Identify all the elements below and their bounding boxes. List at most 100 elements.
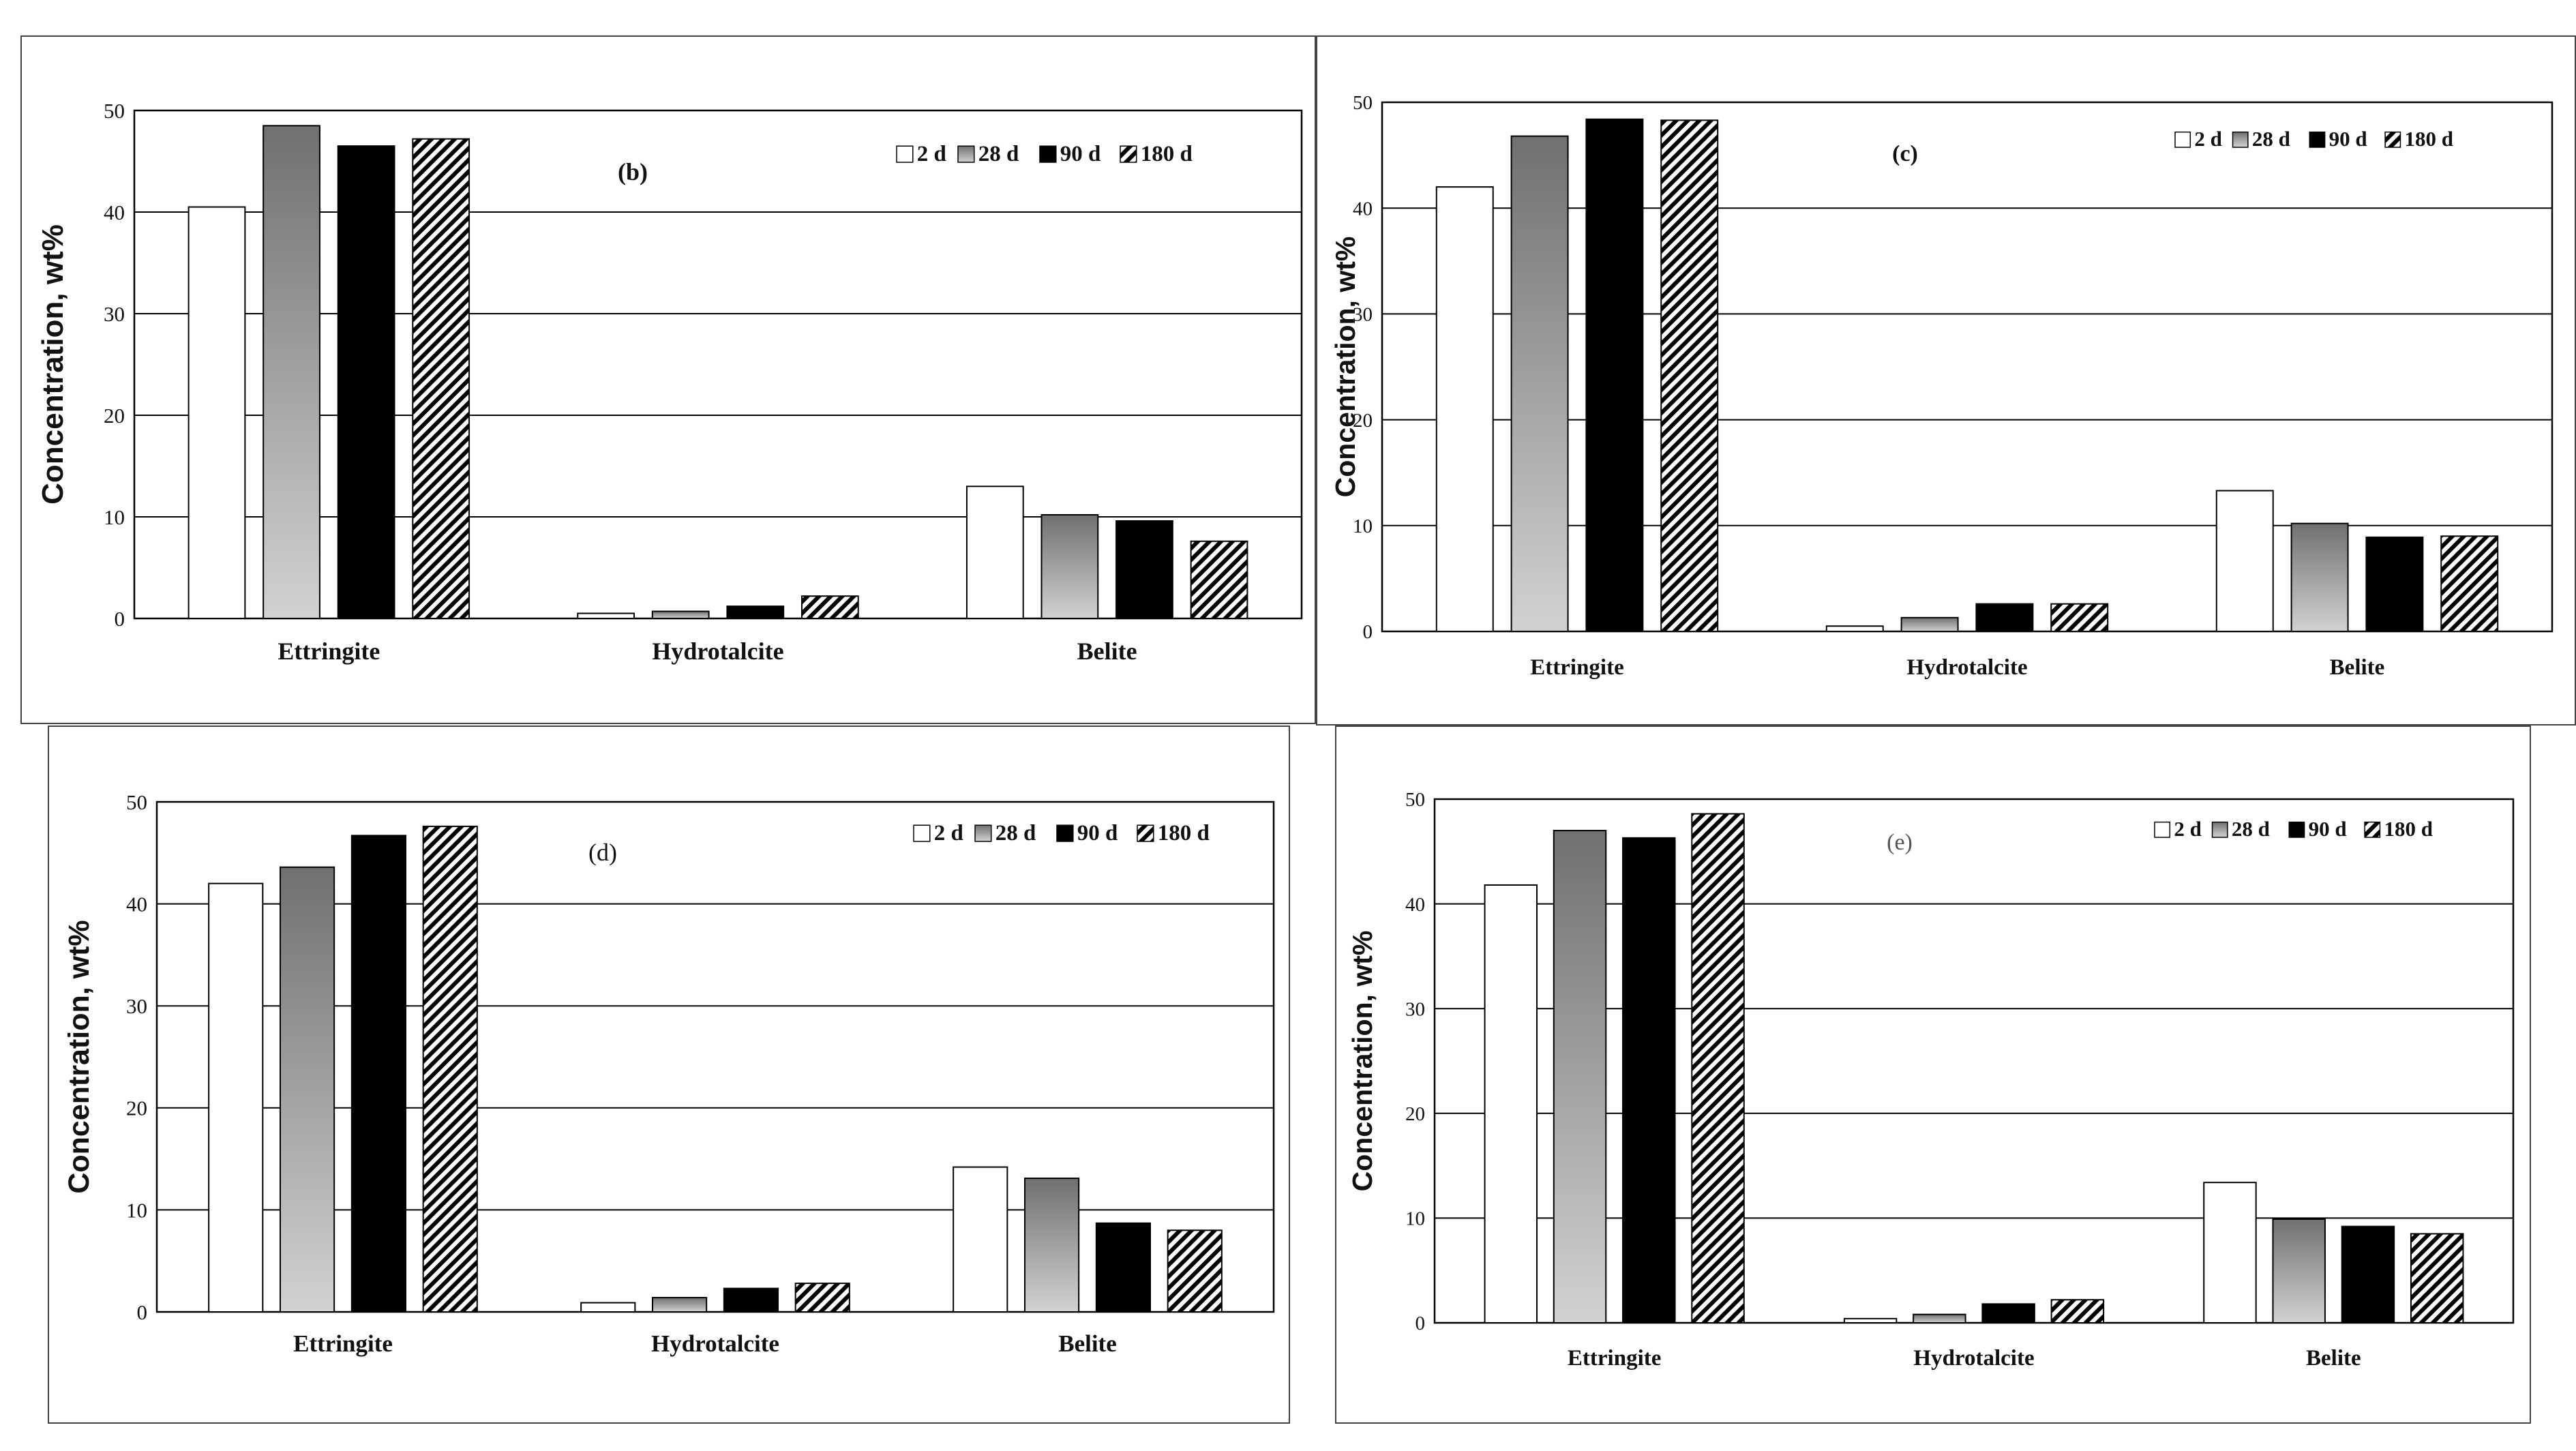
bar-ettringite-2d: [208, 882, 264, 1313]
y-tick-label: 10: [1405, 1208, 1425, 1230]
bar-hydrotalcite-180d: [800, 595, 859, 619]
bar-ettringite-2d: [1435, 186, 1494, 633]
y-tick-label: 0: [137, 1300, 148, 1324]
y-tick-label: 30: [1405, 998, 1425, 1020]
bar-hydrotalcite-90d: [1981, 1303, 2035, 1323]
bar-belite-180d: [2410, 1233, 2464, 1323]
bar-belite-180d: [1167, 1229, 1223, 1313]
legend-swatch-28d: [957, 145, 975, 163]
y-tick-label: 10: [104, 505, 125, 529]
bar-belite-90d: [2365, 536, 2424, 633]
y-tick-label: 50: [1405, 789, 1425, 811]
bar-ettringite-90d: [1622, 837, 1676, 1324]
panel-label: (c): [1892, 141, 1918, 166]
bar-belite-2d: [965, 485, 1024, 619]
panel-label: (e): [1887, 830, 1913, 855]
y-tick-label: 20: [1405, 1103, 1425, 1125]
bar-hydrotalcite-2d: [1843, 1317, 1898, 1324]
y-tick-label: 0: [115, 607, 125, 631]
y-tick-label: 30: [104, 302, 125, 326]
plot-area-frame: [155, 801, 1275, 1313]
chart-e: 0 10 20 30 40 50 Ettringite Hydrotalcite Belite C…: [1347, 789, 2515, 1371]
chart-panel-d: 0 10 20 30 40 50 Ettringite Hydrotalcite Belite C…: [48, 726, 1290, 1424]
bar-hydrotalcite-90d: [723, 1287, 779, 1313]
bar-ettringite-90d: [350, 835, 407, 1313]
legend-swatch-180d: [2364, 821, 2381, 838]
legend-label: 90 d: [1060, 142, 1101, 166]
bar-ettringite-180d: [1691, 813, 1745, 1323]
y-tick-label: 40: [104, 200, 125, 224]
legend-label: 90 d: [2329, 127, 2367, 151]
legend-swatch-28d: [974, 824, 992, 842]
y-tick-label: 40: [1353, 198, 1373, 220]
legend-label: 180 d: [1141, 142, 1193, 166]
category-label: Hydrotalcite: [652, 638, 783, 665]
y-tick-label: 40: [126, 892, 147, 916]
legend-swatch-28d: [2232, 131, 2249, 148]
bar-belite-28d: [1040, 514, 1099, 620]
bar-ettringite-2d: [1484, 884, 1538, 1323]
legend-swatch-2d: [913, 824, 931, 842]
y-tick-label: 0: [1416, 1313, 1426, 1334]
legend-swatch-2d: [2174, 131, 2191, 148]
category-label: Ettringite: [293, 1330, 393, 1357]
legend-label: 180 d: [2404, 127, 2453, 151]
y-tick-label: 50: [104, 99, 125, 123]
chart-c: 0 10 20 30 40 50 Ettringite Hydrotalcite Belite C…: [1330, 92, 2553, 680]
bar-hydrotalcite-2d: [577, 612, 635, 619]
bar-ettringite-28d: [1553, 830, 1607, 1323]
bar-ettringite-180d: [1660, 119, 1719, 633]
bar-hydrotalcite-180d: [2050, 1299, 2105, 1324]
bar-ettringite-28d: [279, 866, 335, 1313]
chart-panel-c: 0 10 20 30 40 50 Ettringite Hydrotalcite Belite C…: [1316, 35, 2576, 726]
plot-area-frame: [133, 109, 1303, 620]
category-label: Ettringite: [278, 638, 380, 665]
plot-area-frame: [1433, 798, 2515, 1324]
legend-label: 180 d: [1158, 821, 1210, 846]
legend-swatch-180d: [1137, 824, 1154, 842]
legend-swatch-90d: [1039, 145, 1057, 163]
legend-label: 180 d: [2384, 817, 2433, 841]
category-label: Ettringite: [1530, 655, 1623, 680]
bar-ettringite-90d: [1585, 118, 1644, 633]
bar-belite-28d: [2272, 1218, 2326, 1323]
bar-hydrotalcite-180d: [2050, 603, 2109, 633]
y-axis-label: Concentration, wt%: [36, 224, 70, 505]
bar-belite-2d: [2215, 490, 2274, 632]
bar-hydrotalcite-28d: [651, 610, 710, 620]
y-tick-label: 10: [1353, 515, 1373, 537]
category-label: Ettringite: [1568, 1346, 1661, 1371]
legend-label: 90 d: [1077, 821, 1118, 846]
y-tick-label: 20: [1353, 410, 1373, 432]
bar-hydrotalcite-90d: [1975, 603, 2034, 633]
y-tick-label: 0: [1363, 621, 1373, 643]
bar-hydrotalcite-28d: [1900, 616, 1959, 632]
bar-belite-180d: [2440, 535, 2499, 632]
bar-belite-28d: [2290, 522, 2349, 632]
y-tick-label: 30: [1353, 304, 1373, 326]
bar-ettringite-180d: [412, 138, 470, 620]
legend-label: 28 d: [2232, 817, 2270, 841]
category-label: Belite: [1058, 1330, 1117, 1357]
bar-belite-28d: [1023, 1178, 1080, 1313]
chart-b: 0 10 20 30 40 50 Ettringite Hydrotalcite Belite C…: [36, 99, 1303, 665]
y-tick-label: 30: [126, 994, 147, 1018]
legend-swatch-2d: [2154, 821, 2171, 838]
category-label: Hydrotalcite: [1913, 1346, 2034, 1371]
chart-panel-b: 0 10 20 30 40 50 Ettringite Hydrotalcite Belite C…: [20, 35, 1316, 724]
bar-belite-2d: [953, 1166, 1008, 1313]
bar-hydrotalcite-180d: [794, 1283, 850, 1313]
panel-label: (b): [618, 158, 648, 185]
bar-ettringite-90d: [337, 145, 395, 619]
bar-belite-2d: [2203, 1182, 2257, 1324]
y-tick-label: 20: [104, 404, 125, 428]
y-tick-label: 40: [1405, 894, 1425, 916]
bar-belite-180d: [1190, 540, 1248, 620]
y-tick-label: 50: [126, 790, 147, 814]
legend-swatch-90d: [2288, 821, 2305, 838]
plot-area-frame: [1381, 101, 2553, 633]
chart-d: 0 10 20 30 40 50 Ettringite Hydrotalcite Belite C…: [63, 790, 1275, 1357]
legend-label: 28 d: [978, 142, 1019, 166]
bar-ettringite-28d: [1510, 135, 1569, 632]
legend-swatch-2d: [896, 145, 914, 163]
